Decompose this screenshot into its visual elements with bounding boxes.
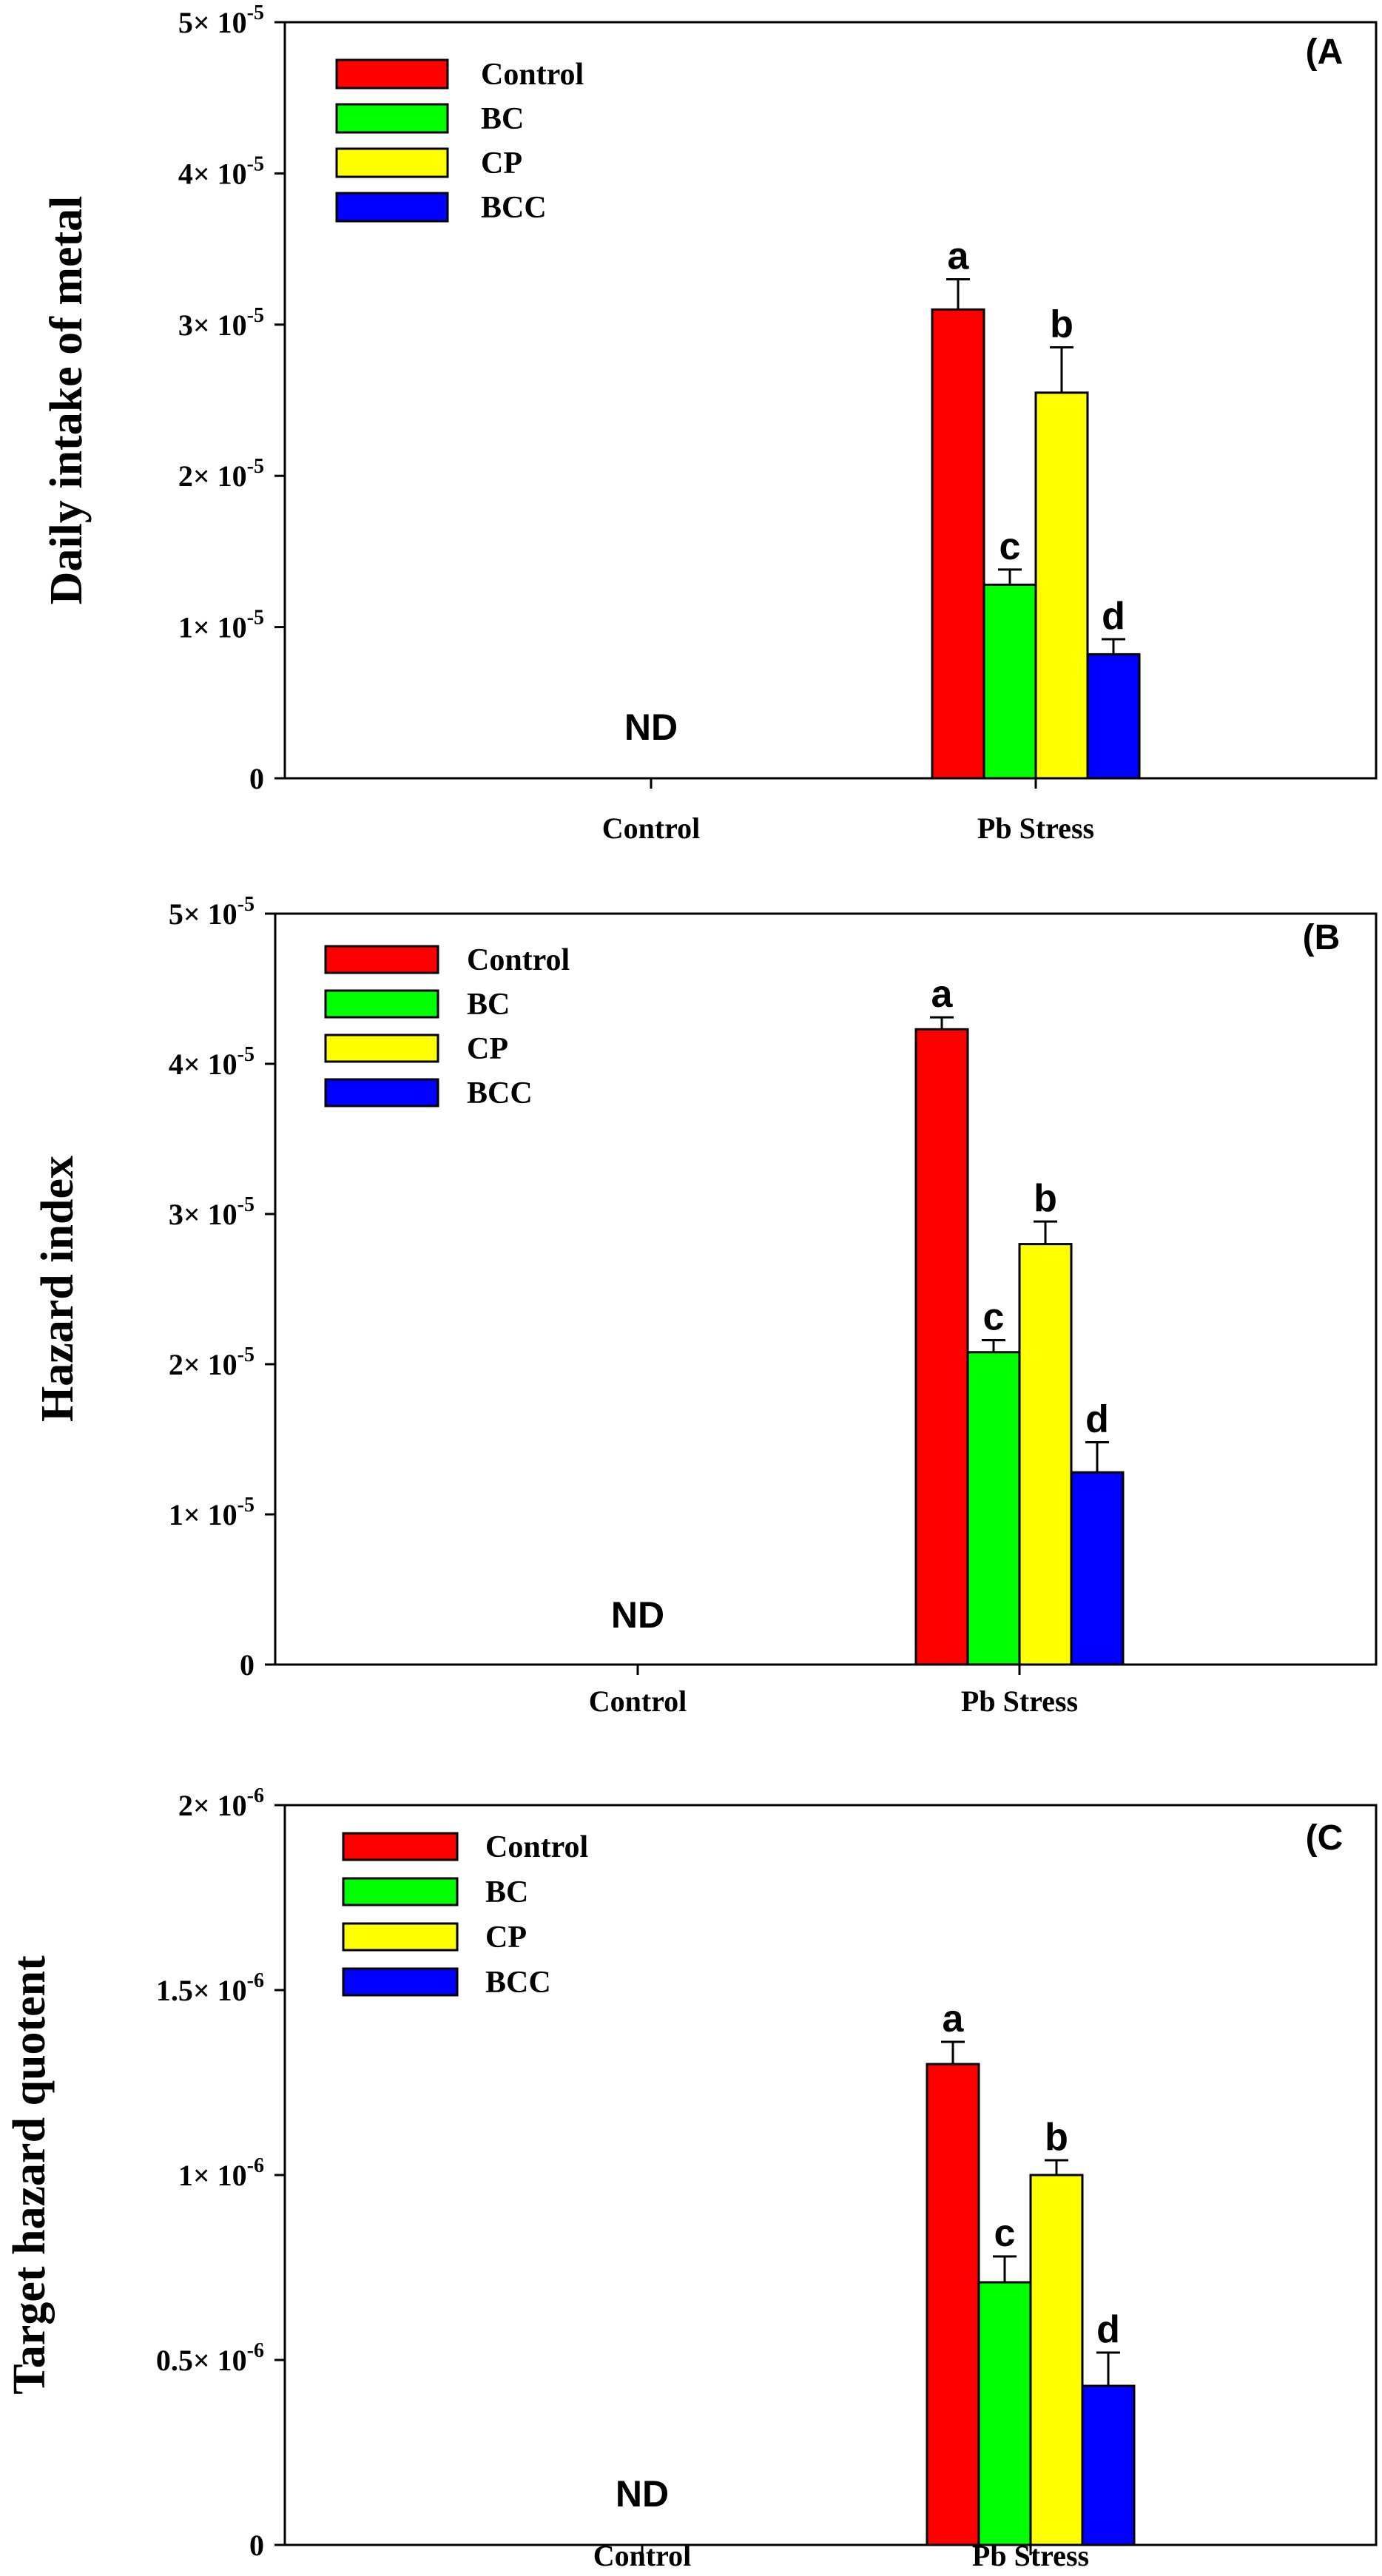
panel-label: (C [1306,1818,1344,1858]
legend-swatch-bc [342,1877,459,1906]
bar-bc-pb-stress [982,583,1037,780]
y-tick-label: 2× 10-5 [169,1343,255,1381]
bar-control-pb-stress [914,1028,969,1666]
significance-letter: d [1102,595,1125,638]
legend-swatch-bcc [342,1967,459,1997]
significance-letter: d [1085,1398,1109,1441]
significance-letter: b [1045,2116,1068,2159]
legend-label: BCC [467,1076,533,1110]
y-axis-label: Target hazard quotent [4,1955,55,2395]
y-tick-label: 0 [249,2529,264,2562]
legend-label: Control [485,1830,588,1864]
legend-swatch-control [342,1832,459,1861]
legend-swatch-control [324,945,439,974]
significance-letter: d [1096,2308,1120,2351]
legend-label: CP [467,1032,508,1066]
y-axis-label: Hazard index [33,1156,83,1422]
legend-label: Control [481,58,584,92]
significance-letter: c [1000,525,1021,568]
y-tick-label: 5× 10-5 [169,893,255,931]
nd-label: ND [611,1594,664,1636]
significance-letter: b [1050,303,1073,345]
significance-letter: c [983,1296,1005,1339]
y-tick-label: 0.5× 10-6 [156,2339,264,2377]
legend-label: BC [481,102,524,136]
legend-swatch-cp [335,147,449,178]
y-tick-label: 2× 10-6 [178,1784,264,1822]
x-tick-label: Control [593,2539,692,2572]
bar-bc-pb-stress [977,2281,1032,2546]
y-tick-label: 3× 10-5 [178,304,264,342]
x-tick-label: Pb Stress [977,812,1094,845]
significance-letter: a [948,235,970,277]
legend: Control BC CP BCC [335,58,584,225]
y-tick-label: 4× 10-5 [169,1043,255,1081]
bar-cp-pb-stress [1034,391,1089,780]
y-tick-label: 0 [240,1648,255,1682]
x-tick-label: Pb Stress [961,1685,1078,1718]
legend-swatch-bc [324,989,439,1019]
x-tick-label: Control [602,812,701,845]
y-tick-label: 0 [249,762,264,795]
panel-label: (A [1306,33,1344,72]
bar-bcc-pb-stress [1081,2384,1136,2546]
plot-frame [283,21,1378,780]
legend: Control BC CP BCC [342,1830,588,2000]
y-tick-label: 2× 10-5 [178,455,264,493]
x-tick-label: Control [589,1685,687,1718]
legend-label: BC [467,988,510,1022]
bar-cp-pb-stress [1018,1243,1073,1666]
y-tick-label: 1× 10-5 [178,607,264,644]
legend: Control BC CP BCC [324,943,570,1110]
chart-panel-a: 0 1× 10-5 2× 10-5 3× 10-5 4× 10-5 5× 10-5 Cont… [41,1,1378,845]
legend-swatch-cp [324,1034,439,1063]
legend-label: BCC [485,1966,551,2000]
bar-bcc-pb-stress [1070,1471,1125,1666]
bar-bcc-pb-stress [1086,653,1141,780]
y-tick-label: 1.5× 10-6 [156,1969,264,2007]
significance-letter: c [994,2212,1016,2255]
bar-control-pb-stress [926,2063,980,2546]
panel-label: (B [1303,918,1341,957]
y-tick-label: 1× 10-6 [178,2154,264,2192]
bar-control-pb-stress [931,308,985,780]
significance-letter: a [931,973,954,1016]
y-axis-label: Daily intake of metal [41,196,92,605]
significance-letter: a [943,1997,965,2040]
legend-label: Control [467,943,570,977]
legend-swatch-cp [342,1922,459,1952]
y-tick-label: 3× 10-5 [169,1193,255,1231]
legend-swatch-control [335,58,449,90]
nd-label: ND [616,2473,669,2515]
plot-frame [274,912,1378,1666]
plot-frame [283,1804,1378,2546]
y-tick-label: 1× 10-5 [169,1494,255,1531]
legend-swatch-bcc [324,1078,439,1107]
chart-panel-c: 0 0.5× 10-6 1× 10-6 1.5× 10-6 2× 10-6 Control… [4,1784,1378,2572]
bar-cp-pb-stress [1029,2174,1084,2546]
legend-label: BCC [481,191,547,225]
y-tick-label: 4× 10-5 [178,152,264,190]
chart-panel-b: 0 1× 10-5 2× 10-5 3× 10-5 4× 10-5 5× 10-5 Cont… [33,893,1378,1718]
bar-bc-pb-stress [966,1351,1021,1666]
legend-label: CP [481,146,522,181]
legend-swatch-bcc [335,192,449,223]
nd-label: ND [624,707,678,748]
significance-letter: b [1034,1177,1057,1220]
y-tick-label: 5× 10-5 [178,1,264,39]
legend-swatch-bc [335,103,449,134]
legend-label: CP [485,1921,527,1955]
legend-label: BC [485,1875,528,1909]
